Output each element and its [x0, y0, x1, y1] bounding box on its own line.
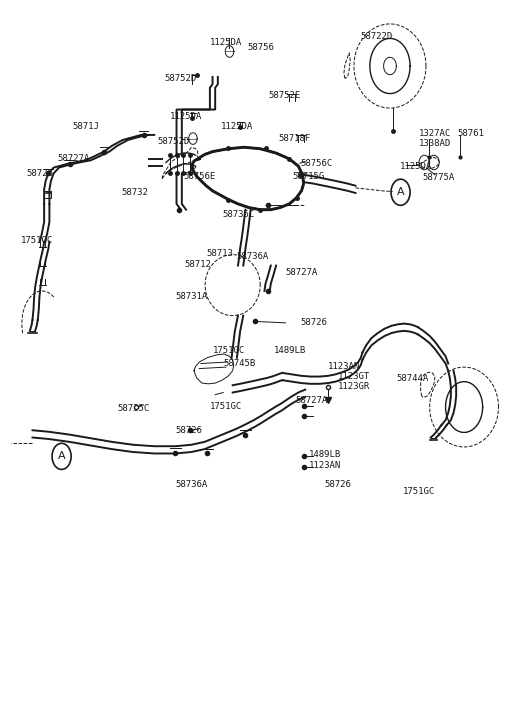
Text: 58731A: 58731A [175, 292, 208, 301]
Text: 58732: 58732 [122, 188, 148, 198]
Text: 58752E: 58752E [268, 91, 301, 100]
Text: 58736A: 58736A [236, 252, 269, 260]
Text: 1125DA: 1125DA [210, 39, 242, 47]
Text: 1338AD: 1338AD [419, 139, 451, 148]
Text: 58752D: 58752D [157, 137, 189, 146]
Text: 58726: 58726 [325, 480, 352, 489]
Text: 58752D: 58752D [165, 74, 197, 83]
Text: 58726: 58726 [301, 318, 327, 327]
Text: A: A [58, 451, 65, 462]
Text: 1751GC: 1751GC [21, 236, 53, 245]
Text: 58761: 58761 [457, 129, 484, 138]
Text: 58718F: 58718F [279, 134, 311, 143]
Text: 1123AN: 1123AN [309, 461, 341, 470]
Text: 1489LB: 1489LB [274, 346, 306, 355]
Text: 1123AN: 1123AN [328, 362, 360, 371]
Text: 58744A: 58744A [397, 374, 429, 382]
Text: 5871J: 5871J [72, 122, 99, 132]
Text: 1123GT: 1123GT [338, 372, 370, 381]
Text: 58775A: 58775A [422, 172, 455, 182]
Text: 58722D: 58722D [361, 32, 393, 41]
Text: 1751GC: 1751GC [209, 402, 242, 411]
Text: 58727A: 58727A [57, 153, 90, 163]
Text: 58712: 58712 [184, 260, 211, 269]
Text: 58727A: 58727A [285, 268, 318, 276]
Text: 58713: 58713 [206, 249, 233, 257]
Text: 58726: 58726 [175, 427, 202, 435]
Text: 1489LB: 1489LB [309, 450, 341, 459]
Text: 1125DA: 1125DA [170, 112, 202, 121]
Text: 1125DA: 1125DA [399, 162, 432, 172]
Text: 58736A: 58736A [175, 480, 208, 489]
Text: 58756C: 58756C [301, 159, 333, 169]
Text: 1327AC: 1327AC [419, 129, 451, 138]
Text: 1125DA: 1125DA [220, 122, 253, 132]
Text: 58735C: 58735C [222, 209, 254, 219]
Text: 58735C: 58735C [117, 404, 149, 413]
Text: 58745B: 58745B [223, 359, 255, 368]
Text: 58726: 58726 [26, 169, 53, 178]
Bar [44, 190, 51, 198]
Text: 1751GC: 1751GC [403, 487, 435, 497]
Text: A: A [397, 188, 405, 197]
Text: 58727A: 58727A [296, 396, 328, 405]
Text: 1123GR: 1123GR [338, 382, 370, 391]
Text: 58756E: 58756E [183, 172, 216, 181]
Text: 1751GC: 1751GC [212, 346, 245, 355]
Text: 58715G: 58715G [292, 172, 324, 181]
Text: 58756: 58756 [247, 44, 274, 52]
